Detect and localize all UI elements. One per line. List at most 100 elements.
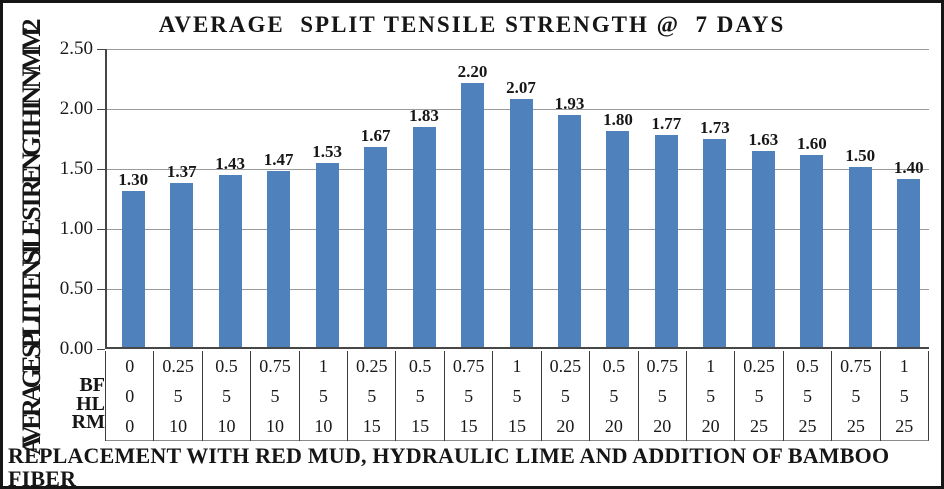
bar bbox=[121, 191, 145, 347]
category-cell: 20 bbox=[589, 411, 637, 441]
category-cell: 0.75 bbox=[831, 351, 879, 381]
bar bbox=[800, 155, 824, 347]
category-table: 0 0.25 0.5 0.75 1 0.25 0.5 0.75 1 0.25 0.5 0.75 1 0.2… bbox=[105, 351, 929, 441]
category-cell: 15 bbox=[492, 411, 540, 441]
y-tick-label: 2.00 bbox=[59, 98, 93, 119]
bar bbox=[364, 147, 388, 347]
bar bbox=[848, 167, 872, 347]
bar-value-label: 1.93 bbox=[554, 94, 585, 113]
bar-value-label: 1.73 bbox=[700, 118, 730, 137]
bar-value-label: 1.63 bbox=[748, 130, 779, 149]
category-cell: 0.25 bbox=[734, 351, 782, 381]
y-tick-label: 1.50 bbox=[59, 158, 93, 179]
bar-value-label: 1.37 bbox=[166, 162, 197, 181]
category-cell: 0 bbox=[105, 411, 153, 441]
bar-value-label: 1.50 bbox=[845, 146, 876, 165]
plot-area: 1.30 1.37 1.43 1.47 1.53 1.67 1.83 2.20 2.07 1.93… bbox=[105, 49, 929, 349]
y-tick-label: 0.50 bbox=[59, 278, 93, 299]
category-cell: 0.75 bbox=[443, 351, 492, 381]
y-tick-mark bbox=[97, 169, 105, 170]
x-axis-label-line1: REPLACEMENT WITH RED MUD, HYDRAULIC LIME… bbox=[8, 443, 890, 468]
bar-value-label: 1.43 bbox=[215, 154, 246, 173]
category-cell: 0.5 bbox=[589, 351, 637, 381]
bar-value-label: 1.80 bbox=[603, 110, 633, 129]
category-cell: 0.25 bbox=[540, 351, 589, 381]
category-cell: 20 bbox=[685, 411, 734, 441]
category-cell: 5 bbox=[589, 381, 637, 411]
gridline bbox=[107, 49, 929, 50]
category-cell: 25 bbox=[831, 411, 879, 441]
row-label-bf: BF bbox=[79, 374, 105, 396]
bar bbox=[218, 175, 242, 347]
category-cell: 10 bbox=[298, 411, 347, 441]
bar bbox=[703, 139, 727, 347]
category-cell: 10 bbox=[153, 411, 201, 441]
bar-value-label: 2.20 bbox=[457, 62, 488, 81]
category-cell: 5 bbox=[347, 381, 395, 411]
category-cell: 0 bbox=[105, 351, 153, 381]
category-cell: 5 bbox=[298, 381, 347, 411]
category-cell: 0.5 bbox=[395, 351, 443, 381]
bar-value-label: 1.40 bbox=[893, 158, 924, 177]
bar-value-label: 1.47 bbox=[263, 150, 294, 169]
category-cell: 15 bbox=[347, 411, 395, 441]
category-cell: 5 bbox=[540, 381, 589, 411]
category-cell: 10 bbox=[250, 411, 298, 441]
bar-value-label: 2.07 bbox=[506, 78, 536, 97]
y-tick-mark bbox=[97, 109, 105, 110]
category-cell: 1 bbox=[492, 351, 540, 381]
chart-title: AVERAGE SPLIT TENSILE STRENGTH @ 7 DAYS bbox=[158, 12, 786, 37]
y-tick-label: 0.00 bbox=[59, 338, 93, 359]
category-cell: 5 bbox=[734, 381, 782, 411]
category-cell: 20 bbox=[540, 411, 589, 441]
bar bbox=[751, 151, 775, 347]
y-tick-label: 2.50 bbox=[59, 38, 93, 59]
category-cell: 5 bbox=[637, 381, 686, 411]
category-cell: 1 bbox=[879, 351, 928, 381]
category-cell: 0.25 bbox=[347, 351, 395, 381]
row-label-rm: RM bbox=[71, 411, 105, 433]
category-cell: 25 bbox=[879, 411, 928, 441]
y-tick-mark bbox=[97, 349, 105, 350]
category-cell: 5 bbox=[201, 381, 250, 411]
category-cell: 15 bbox=[443, 411, 492, 441]
bar-value-label: 1.77 bbox=[651, 114, 682, 133]
bar bbox=[557, 115, 581, 347]
category-cell: 5 bbox=[879, 381, 928, 411]
x-axis-label: REPLACEMENT WITH RED MUD, HYDRAULIC LIME… bbox=[8, 443, 941, 489]
bar-value-label: 1.83 bbox=[409, 106, 439, 125]
category-cell: 20 bbox=[637, 411, 686, 441]
category-cell: 1 bbox=[685, 351, 734, 381]
bar bbox=[897, 179, 921, 347]
bar-value-label: 1.67 bbox=[360, 126, 391, 145]
category-cell: 5 bbox=[443, 381, 492, 411]
bar-value-label: 1.60 bbox=[796, 134, 827, 153]
category-cell: 0.75 bbox=[250, 351, 298, 381]
category-cell: 10 bbox=[201, 411, 250, 441]
category-cell: 15 bbox=[395, 411, 443, 441]
category-cell: 5 bbox=[831, 381, 879, 411]
y-tick-mark bbox=[97, 49, 105, 50]
y-tick-label: 1.00 bbox=[59, 218, 93, 239]
category-cell: 5 bbox=[395, 381, 443, 411]
bar bbox=[461, 83, 485, 347]
category-cell: 0.5 bbox=[782, 351, 831, 381]
x-axis-label-line2: FIBER bbox=[8, 466, 77, 489]
category-cell: 0.5 bbox=[201, 351, 250, 381]
bar bbox=[606, 131, 630, 347]
category-cell: 0.25 bbox=[153, 351, 201, 381]
bar-value-label: 1.30 bbox=[118, 170, 149, 189]
category-cell: 0 bbox=[105, 381, 153, 411]
category-cell: 5 bbox=[250, 381, 298, 411]
category-cell: 5 bbox=[685, 381, 734, 411]
bar bbox=[315, 163, 339, 347]
y-tick-mark bbox=[97, 229, 105, 230]
row-label-hl: HL bbox=[76, 393, 105, 415]
bar bbox=[412, 127, 436, 347]
category-cell: 1 bbox=[298, 351, 347, 381]
bar bbox=[509, 99, 533, 347]
bar bbox=[170, 183, 194, 347]
category-cell: 25 bbox=[734, 411, 782, 441]
category-cell: 5 bbox=[492, 381, 540, 411]
